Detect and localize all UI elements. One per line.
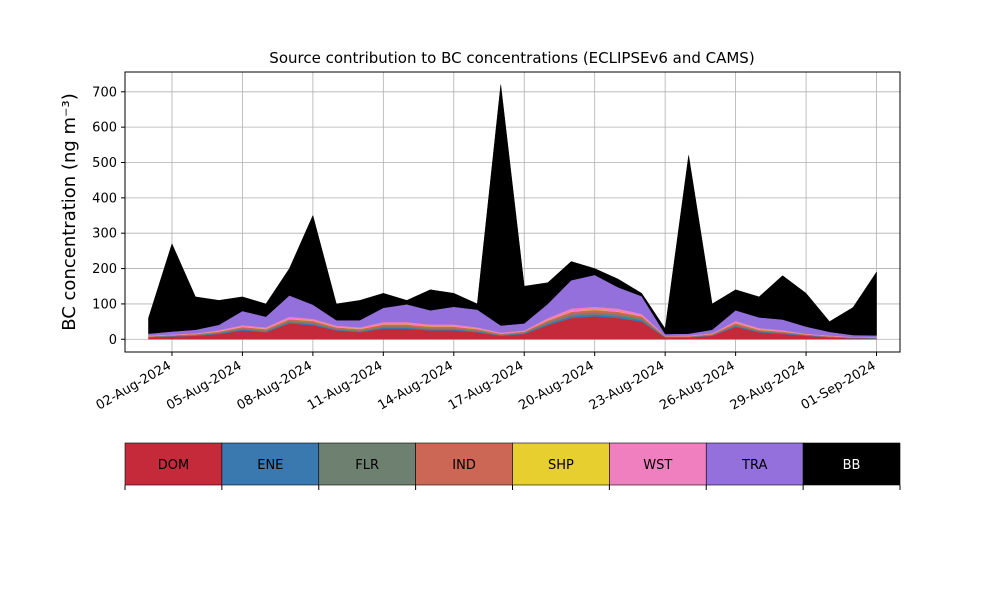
legend-label: BB: [843, 458, 861, 473]
legend-swatch: [609, 442, 707, 486]
x-tick-label: 17-Aug-2024: [446, 358, 526, 413]
x-tick-label: 29-Aug-2024: [728, 358, 808, 413]
legend-label: FLR: [355, 458, 379, 473]
legend-swatch: [318, 442, 416, 486]
y-tick-label: 100: [92, 297, 117, 312]
x-tick-label: 08-Aug-2024: [235, 358, 315, 413]
legend-swatch: [221, 442, 320, 486]
legend-label: DOM: [158, 458, 189, 473]
y-tick-label: 600: [92, 121, 117, 136]
legend-swatch: [512, 442, 610, 486]
plot-area: [148, 84, 877, 340]
legend-label: IND: [452, 458, 476, 473]
x-tick-label: 05-Aug-2024: [164, 358, 244, 413]
area-bb: [148, 84, 877, 336]
plot-frame: [124, 71, 901, 353]
legend-swatch: [802, 442, 901, 486]
y-tick-label: 700: [92, 85, 117, 100]
x-tick-label: 02-Aug-2024: [94, 358, 174, 413]
y-tick-label: 400: [92, 191, 117, 206]
y-tick-label: 300: [92, 227, 117, 242]
legend-swatch: [705, 442, 804, 486]
legend-label: TRA: [741, 458, 767, 473]
x-tick-label: 01-Sep-2024: [799, 358, 879, 413]
x-tick-label: 14-Aug-2024: [375, 358, 455, 413]
legend-label: SHP: [548, 458, 574, 473]
y-tick-label: 500: [92, 156, 117, 171]
legend-label: ENE: [257, 458, 283, 473]
x-tick-label: 20-Aug-2024: [516, 358, 596, 413]
y-tick-label: 200: [92, 262, 117, 277]
x-tick-label: 11-Aug-2024: [305, 358, 385, 413]
y-axis-label: BC concentration (ng m⁻³): [59, 93, 80, 331]
legend-label: WST: [643, 458, 672, 473]
x-tick-label: 26-Aug-2024: [657, 358, 737, 413]
y-tick-label: 0: [109, 333, 117, 348]
x-tick-label: 23-Aug-2024: [587, 358, 667, 413]
legend-swatch: [415, 442, 513, 486]
chart-title: Source contribution to BC concentrations…: [269, 49, 754, 67]
